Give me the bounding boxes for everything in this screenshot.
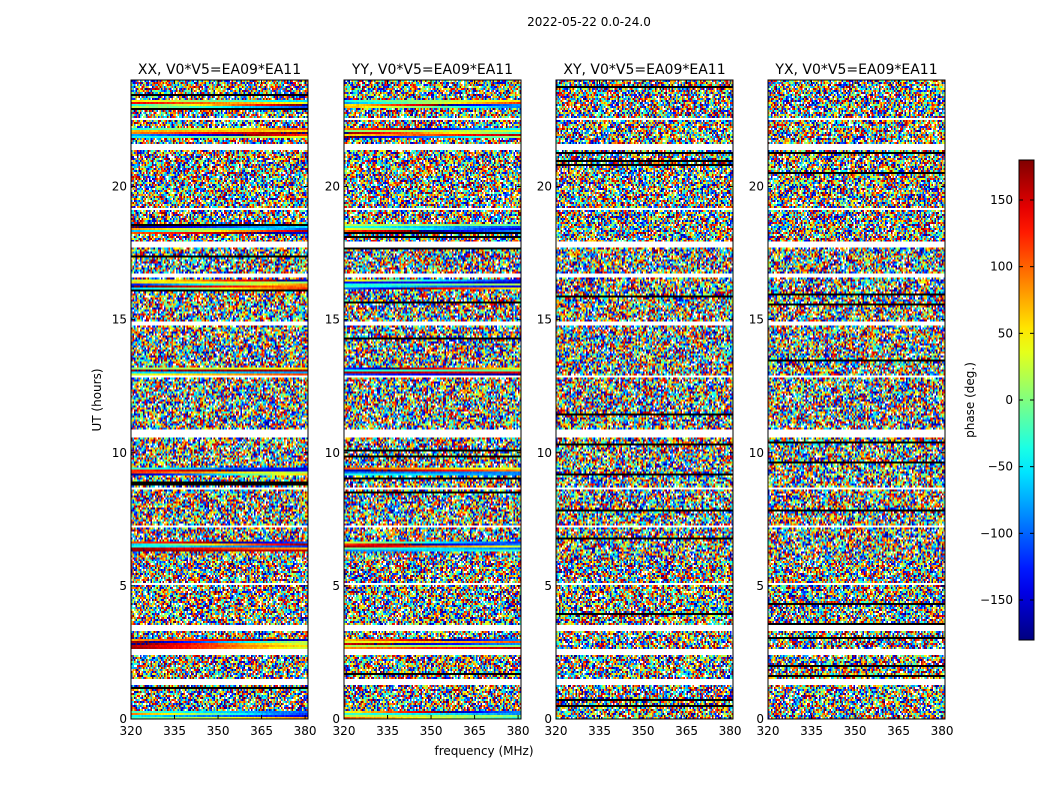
x-tick-label: 380 [931,724,954,738]
y-tick-label: 20 [325,180,340,194]
panel-title: YY, V0*V5=EA09*EA11 [351,62,513,78]
panel-title: YX, V0*V5=EA09*EA11 [774,62,937,78]
x-tick-label: 350 [420,724,443,738]
heatmap-xx [131,80,308,719]
y-tick-label: 5 [756,579,764,593]
panels: XX, V0*V5=EA09*EA11 320 335 350 365 380 0 5 10 15… [112,62,954,738]
panel-title: XY, V0*V5=EA09*EA11 [563,62,725,78]
x-tick-label: 320 [120,724,143,738]
heatmap-yx [768,80,945,719]
y-tick-label: 20 [537,180,552,194]
colorbar: −150 −100 −50 0 50 100 150 [980,159,1035,641]
colorbar-tick-label: 50 [998,326,1013,340]
y-tick-label: 20 [112,180,127,194]
x-tick-label: 335 [588,724,611,738]
x-tick-label: 365 [250,724,273,738]
y-tick-label: 5 [544,579,552,593]
x-tick-label: 365 [463,724,486,738]
figure-title: 2022-05-22 0.0-24.0 [527,15,651,29]
x-tick-label: 380 [507,724,530,738]
panel-frame [555,79,734,720]
x-tick-label: 320 [545,724,568,738]
x-tick-label: 380 [294,724,317,738]
x-tick-label: 335 [800,724,823,738]
x-tick-label: 320 [333,724,356,738]
x-tick-label: 350 [844,724,867,738]
x-axis-label: frequency (MHz) [434,744,533,758]
y-tick-label: 20 [749,180,764,194]
panel-frame [130,79,309,720]
y-tick-label: 10 [112,446,127,460]
x-tick-label: 350 [632,724,655,738]
x-tick-label: 365 [675,724,698,738]
panel-yy: YY, V0*V5=EA09*EA11 320 335 350 365 380 0 5 10 15… [325,62,530,738]
heatmap-xy [556,80,733,719]
x-tick-label: 365 [887,724,910,738]
panel-xy: XY, V0*V5=EA09*EA11 320 335 350 365 380 0 5 10 15… [537,62,742,738]
y-tick-label: 0 [756,712,764,726]
y-tick-label: 5 [332,579,340,593]
heatmap-yy [344,80,521,719]
x-tick-label: 335 [376,724,399,738]
y-tick-label: 15 [325,313,340,327]
colorbar-tick-label: 0 [1005,393,1013,407]
x-tick-label: 380 [719,724,742,738]
panel-frame [767,79,946,720]
y-tick-label: 5 [119,579,127,593]
y-tick-label: 15 [112,313,127,327]
panel-title: XX, V0*V5=EA09*EA11 [138,62,301,78]
y-axis-label: UT (hours) [90,368,104,431]
x-tick-label: 320 [757,724,780,738]
y-tick-label: 10 [537,446,552,460]
colorbar-tick-label: 150 [990,193,1013,207]
y-tick-label: 0 [332,712,340,726]
colorbar-tick-label: 100 [990,260,1013,274]
y-tick-label: 10 [749,446,764,460]
y-tick-label: 0 [119,712,127,726]
x-tick-label: 350 [207,724,230,738]
panel-yx: YX, V0*V5=EA09*EA11 320 335 350 365 380 0 5 10 15… [749,62,954,738]
colorbar-label: phase (deg.) [963,362,977,438]
y-tick-label: 0 [544,712,552,726]
y-tick-label: 15 [537,313,552,327]
y-tick-label: 15 [749,313,764,327]
panel-frame [343,79,522,720]
x-tick-label: 335 [163,724,186,738]
colorbar-tick-label: −150 [980,593,1013,607]
panel-xx: XX, V0*V5=EA09*EA11 320 335 350 365 380 0 5 10 15… [112,62,317,738]
y-tick-label: 10 [325,446,340,460]
colorbar-tick-label: −50 [988,460,1013,474]
colorbar-tick-label: −100 [980,526,1013,540]
